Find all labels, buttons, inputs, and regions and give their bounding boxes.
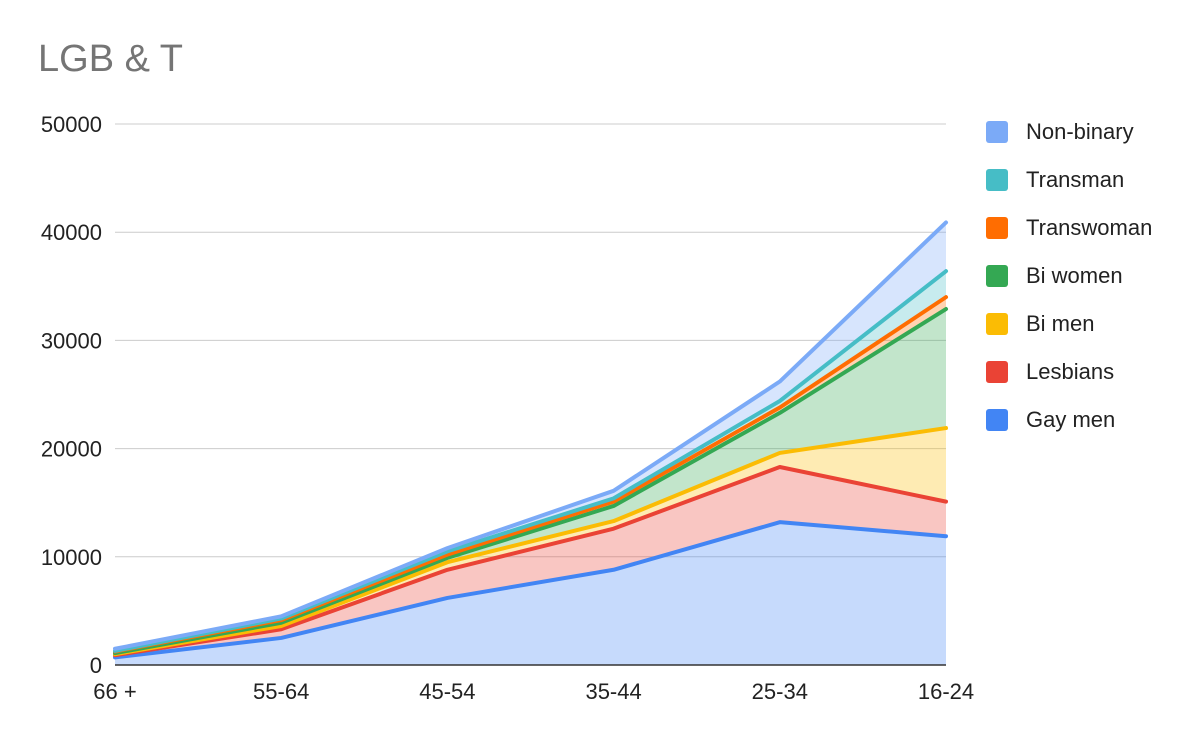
x-tick-label: 45-54 xyxy=(419,679,475,704)
y-tick-label: 20000 xyxy=(41,437,102,462)
x-tick-label: 66 + xyxy=(93,679,136,704)
y-tick-label: 0 xyxy=(90,653,102,678)
x-tick-label: 16-24 xyxy=(918,679,974,704)
gridlines xyxy=(115,123,946,558)
legend-item: Bi men xyxy=(986,300,1152,348)
legend-swatch xyxy=(986,217,1008,239)
legend-label: Gay men xyxy=(1026,407,1116,432)
y-tick-label: 50000 xyxy=(41,112,102,137)
legend-label: Lesbians xyxy=(1026,359,1115,384)
x-tick-label: 25-34 xyxy=(752,679,808,704)
legend-item: Gay men xyxy=(986,396,1152,444)
x-tick-label: 35-44 xyxy=(585,679,641,704)
area-lesbians xyxy=(115,466,946,658)
legend-item: Transman xyxy=(986,156,1152,204)
legend-label: Bi men xyxy=(1026,311,1095,336)
legend-label: Bi women xyxy=(1026,263,1123,288)
x-tick-label: 55-64 xyxy=(253,679,309,704)
legend-item: Bi women xyxy=(986,252,1152,300)
legend-swatch xyxy=(986,169,1008,191)
series-lines xyxy=(113,220,948,660)
legend-item: Non-binary xyxy=(986,108,1152,156)
area-bi-men xyxy=(115,428,946,656)
axes: 0 10000 20000 30000 40000 50000 66 + 55-64 45-54… xyxy=(41,112,974,704)
legend-swatch xyxy=(986,409,1008,431)
line-gay-men xyxy=(113,520,948,660)
legend-swatch xyxy=(986,313,1008,335)
line-bi-women xyxy=(113,307,948,656)
line-lesbians xyxy=(113,464,948,658)
legend-label: Transwoman xyxy=(1026,215,1153,240)
legend-item: Lesbians xyxy=(986,348,1152,396)
line-transman xyxy=(113,269,948,653)
chart-title: LGB & T xyxy=(38,38,184,80)
legend-swatch xyxy=(986,361,1008,383)
legend-label: Transman xyxy=(1026,167,1125,192)
line-bi-men xyxy=(113,426,948,657)
legend: Non-binary Transman Transwoman Bi women Bi m… xyxy=(986,108,1152,444)
legend-item: Transwoman xyxy=(986,204,1152,252)
line-non-binary xyxy=(113,220,948,651)
y-tick-label: 30000 xyxy=(41,328,102,353)
legend-swatch xyxy=(986,121,1008,143)
y-tick-label: 40000 xyxy=(41,220,102,245)
legend-swatch xyxy=(986,265,1008,287)
y-tick-label: 10000 xyxy=(41,545,102,570)
legend-label: Non-binary xyxy=(1026,119,1134,144)
area-fills xyxy=(115,222,946,665)
